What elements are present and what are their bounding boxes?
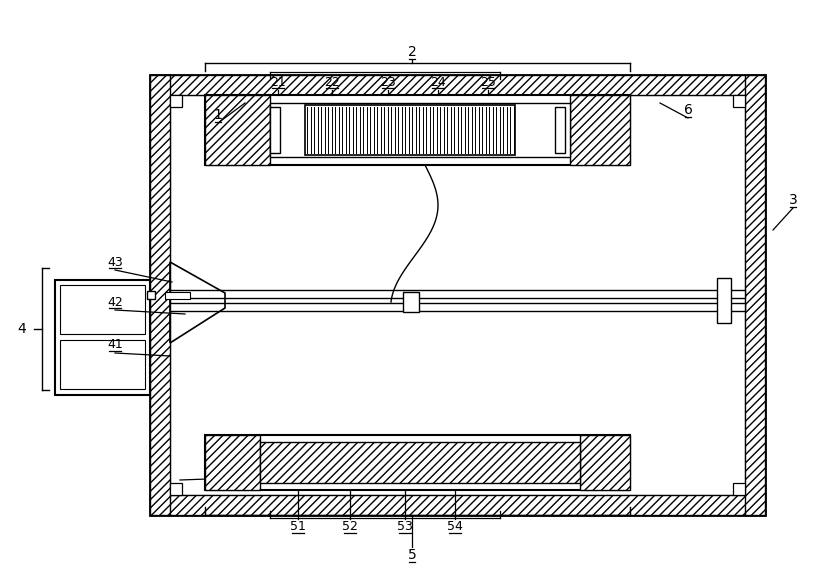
Text: 6: 6 bbox=[684, 103, 692, 117]
Text: 23: 23 bbox=[380, 75, 396, 89]
Text: 1: 1 bbox=[214, 108, 223, 122]
Bar bbox=[205, 435, 260, 490]
Bar bbox=[150, 75, 170, 515]
Bar bbox=[170, 483, 182, 495]
Bar bbox=[205, 95, 270, 165]
Bar bbox=[147, 291, 155, 299]
Bar bbox=[205, 95, 630, 165]
Text: 2: 2 bbox=[408, 45, 417, 59]
Bar bbox=[150, 495, 765, 515]
Text: 41: 41 bbox=[107, 339, 123, 352]
Bar bbox=[205, 435, 630, 490]
Text: 4: 4 bbox=[17, 322, 26, 336]
Bar bbox=[580, 435, 630, 490]
Bar bbox=[60, 285, 145, 334]
Text: 53: 53 bbox=[397, 520, 413, 533]
Bar bbox=[165, 292, 190, 299]
Bar bbox=[570, 95, 630, 165]
Bar bbox=[717, 278, 731, 323]
Text: 3: 3 bbox=[789, 193, 798, 207]
Bar bbox=[270, 103, 570, 157]
Text: 52: 52 bbox=[342, 520, 358, 533]
Bar bbox=[170, 95, 182, 107]
Text: 21: 21 bbox=[270, 75, 286, 89]
Bar bbox=[170, 290, 745, 298]
Bar bbox=[270, 107, 280, 153]
Text: 5: 5 bbox=[408, 548, 417, 562]
Text: 43: 43 bbox=[107, 256, 123, 269]
Bar bbox=[733, 95, 745, 107]
Bar bbox=[60, 340, 145, 389]
Text: 22: 22 bbox=[324, 75, 340, 89]
Bar bbox=[403, 292, 419, 312]
Bar bbox=[555, 107, 565, 153]
Text: 42: 42 bbox=[107, 296, 123, 309]
Bar bbox=[745, 75, 765, 515]
Bar bbox=[150, 75, 765, 515]
Bar bbox=[170, 95, 745, 495]
Text: 51: 51 bbox=[290, 520, 306, 533]
Bar bbox=[733, 483, 745, 495]
Bar bbox=[150, 75, 765, 95]
Bar bbox=[260, 442, 580, 483]
Bar bbox=[305, 105, 515, 155]
Text: 25: 25 bbox=[480, 75, 496, 89]
Bar bbox=[170, 303, 745, 311]
Text: 24: 24 bbox=[430, 75, 446, 89]
Bar bbox=[55, 280, 150, 395]
Text: 54: 54 bbox=[447, 520, 463, 533]
